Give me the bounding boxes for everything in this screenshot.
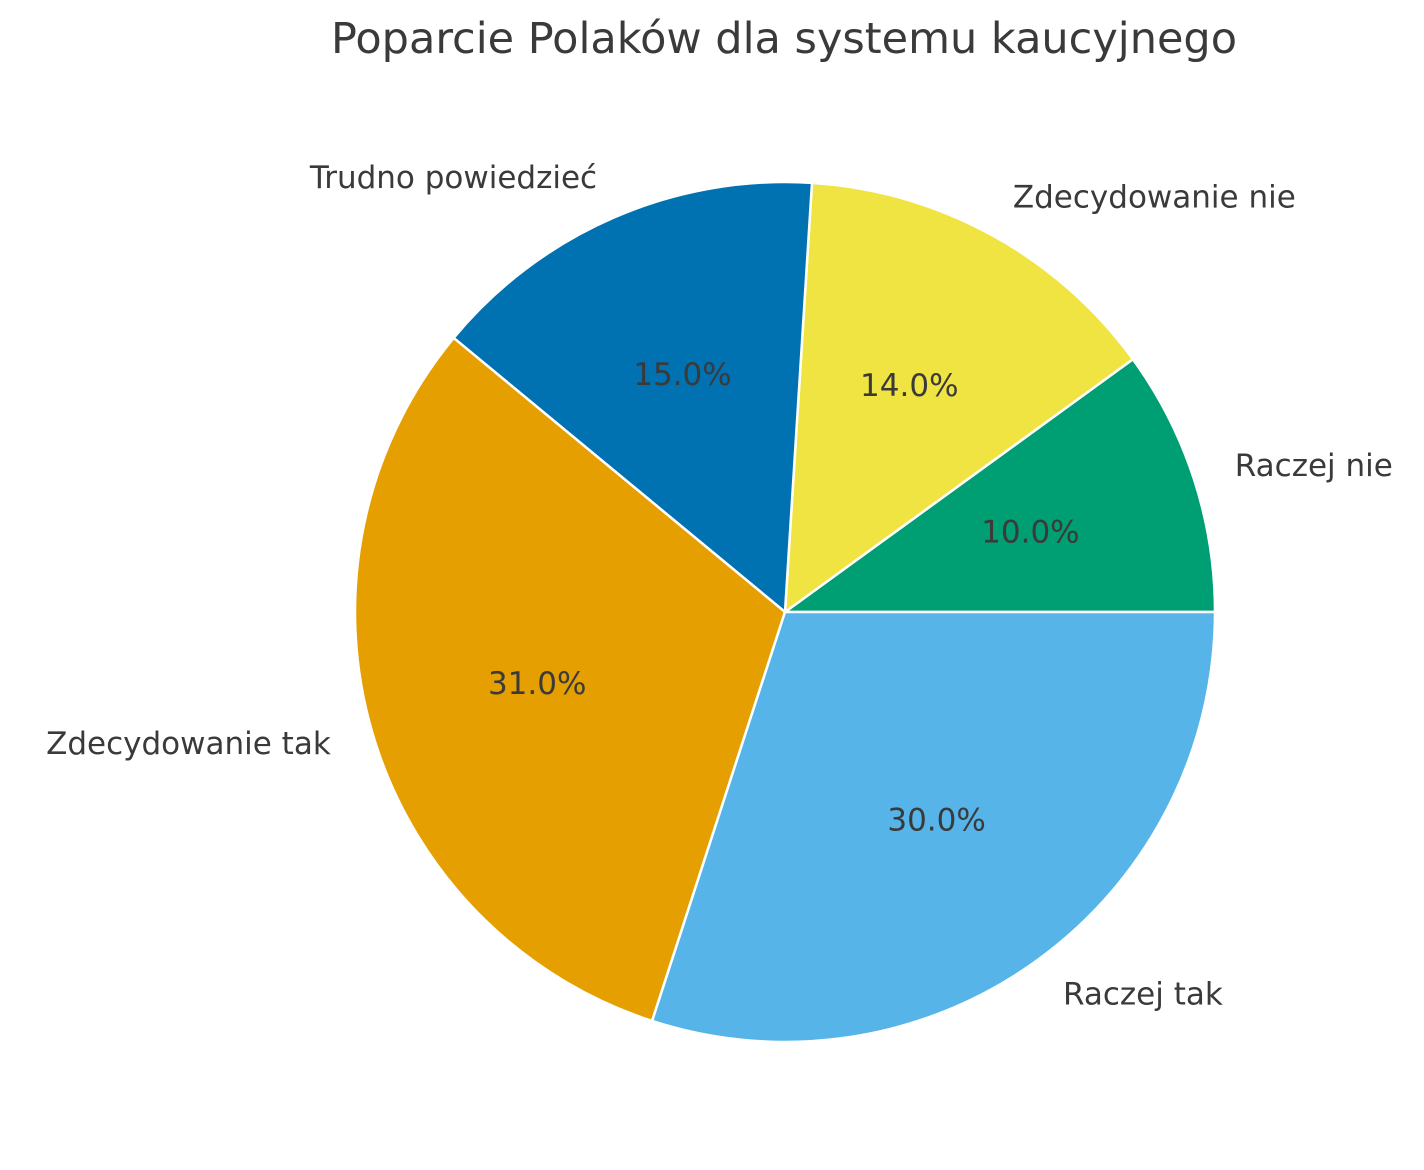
- pie-slice-trudno-powiedziec: [452, 180, 814, 614]
- pie-slice-zdecydowanie-tak: [353, 336, 787, 1023]
- slice-label-zdecydowanie-tak: Zdecydowanie tak: [46, 726, 331, 762]
- pie-slice-raczej-tak: [650, 610, 1217, 1044]
- slice-label-trudno-powiedziec: Trudno powiedzieć: [309, 160, 597, 196]
- slice-label-raczej-nie: Raczej nie: [1235, 448, 1393, 484]
- percent-label-raczej-tak: 30.0%: [887, 803, 985, 839]
- slice-label-raczej-tak: Raczej tak: [1063, 977, 1223, 1013]
- pie-slice-zdecydowanie-nie: [783, 181, 1135, 614]
- percent-label-zdecydowanie-nie: 14.0%: [860, 368, 958, 404]
- chart-title: Poparcie Polaków dla systemu kaucyjnego: [330, 14, 1238, 64]
- percent-label-trudno-powiedziec: 15.0%: [633, 357, 731, 393]
- slice-label-zdecydowanie-nie: Zdecydowanie nie: [1013, 180, 1296, 216]
- percent-label-zdecydowanie-tak: 31.0%: [488, 666, 586, 702]
- pie-slice-raczej-nie: [783, 358, 1217, 614]
- percent-label-raczej-nie: 10.0%: [981, 514, 1079, 550]
